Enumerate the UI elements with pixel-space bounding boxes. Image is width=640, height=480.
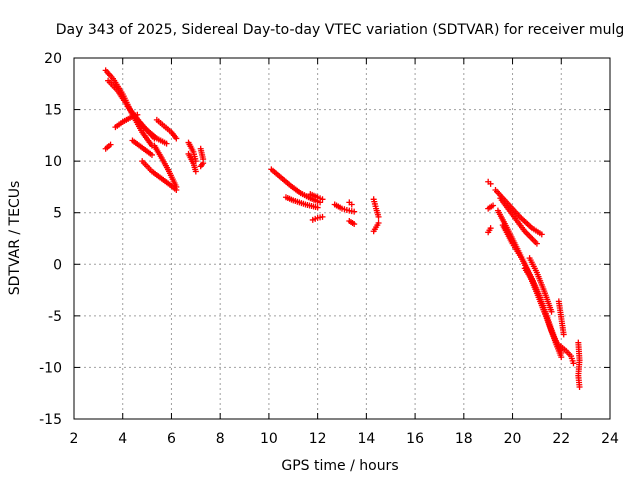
x-tick-label: 20 — [504, 431, 522, 447]
x-tick-label: 16 — [406, 431, 424, 447]
data-point — [173, 183, 180, 190]
x-tick-label: 18 — [455, 431, 473, 447]
satellite-arc — [485, 178, 494, 187]
x-axis-label: GPS time / hours — [281, 458, 398, 474]
satellite-arc — [370, 220, 382, 235]
data-point — [148, 151, 155, 158]
plot-frame — [73, 57, 611, 420]
satellite-arc — [555, 298, 567, 338]
data-point — [173, 135, 180, 142]
satellite-arc — [282, 194, 321, 211]
satellite-arc — [485, 225, 494, 236]
x-tick-label: 2 — [70, 431, 79, 447]
satellite-arc — [268, 166, 324, 206]
data-point — [487, 225, 494, 232]
satellite-arc — [151, 142, 180, 190]
x-tick-label: 12 — [309, 431, 327, 447]
data-point — [570, 360, 577, 367]
x-tick-label: 14 — [357, 431, 375, 447]
y-tick-label: 10 — [44, 154, 62, 170]
data-point — [319, 196, 326, 203]
x-tick-label: 4 — [118, 431, 127, 447]
x-tick-label: 22 — [552, 431, 570, 447]
satellite-arc — [526, 255, 555, 315]
y-tick-label: -10 — [39, 360, 62, 376]
satellite-arc — [555, 341, 577, 367]
x-tick-labels: 2 4 6 8 10 12 14 16 18 20 22 24 — [70, 431, 619, 447]
data-point — [375, 213, 382, 220]
satellite-arc — [485, 202, 497, 212]
x-tick-label: 24 — [601, 431, 619, 447]
chart-title: Day 343 of 2025, Sidereal Day-to-day VTE… — [56, 22, 625, 38]
tick-marks — [73, 57, 611, 420]
satellite-arc — [102, 141, 114, 152]
data-point — [533, 240, 540, 247]
data-point — [487, 180, 494, 187]
satellite-arc — [129, 137, 155, 158]
data-point — [548, 308, 555, 315]
satellite-arc — [575, 339, 583, 391]
satellite-arc — [370, 196, 382, 220]
grid-lines — [74, 58, 610, 419]
data-points — [102, 67, 583, 391]
data-point — [538, 231, 545, 238]
x-tick-label: 10 — [260, 431, 278, 447]
satellite-arc — [497, 195, 540, 247]
data-point — [351, 221, 358, 228]
data-point — [558, 349, 565, 356]
data-point — [319, 213, 326, 220]
satellite-arc — [185, 150, 199, 175]
y-tick-label: 15 — [44, 103, 62, 119]
satellite-arc — [346, 199, 355, 208]
y-tick-label: 0 — [53, 257, 62, 273]
y-tick-label: 5 — [53, 206, 62, 222]
x-tick-label: 8 — [216, 431, 225, 447]
data-point — [192, 168, 199, 175]
satellite-arc — [153, 116, 180, 142]
data-point — [351, 208, 358, 215]
satellite-arc — [331, 201, 358, 215]
satellite-arc — [197, 160, 207, 170]
y-axis-label: SDTVAR / TECUs — [7, 181, 23, 296]
satellite-arc — [307, 191, 326, 203]
data-point — [490, 202, 497, 209]
data-point — [560, 331, 567, 338]
y-tick-label: -5 — [48, 309, 62, 325]
y-tick-labels: -15 -10 -5 0 5 10 15 20 — [39, 51, 62, 428]
x-tick-label: 6 — [167, 431, 176, 447]
data-point — [107, 141, 114, 148]
data-point — [314, 204, 321, 211]
satellite-arc — [185, 139, 199, 165]
satellite-arc — [124, 103, 170, 147]
data-point — [348, 201, 355, 208]
y-tick-label: -15 — [39, 412, 62, 428]
y-tick-label: 20 — [44, 51, 62, 67]
data-point — [375, 220, 382, 227]
data-point — [200, 160, 207, 167]
data-point — [163, 140, 170, 147]
satellite-arc — [197, 145, 207, 163]
satellite-arc — [309, 213, 326, 223]
satellite-arc — [346, 217, 358, 228]
data-point — [576, 384, 583, 391]
